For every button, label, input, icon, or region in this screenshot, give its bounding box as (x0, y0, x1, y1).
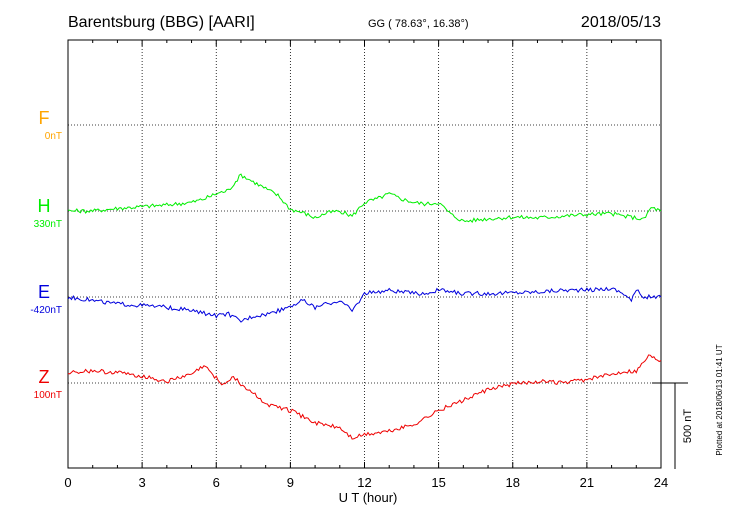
x-axis-label: U T (hour) (339, 490, 398, 505)
channel-label-F: F (39, 108, 50, 128)
series-line-Z (67, 354, 662, 440)
channel-label-H: H (38, 196, 51, 216)
series-line-H (67, 173, 662, 223)
x-tick-label: 15 (431, 475, 445, 490)
x-tick-label: 3 (139, 475, 146, 490)
x-tick-label: 6 (213, 475, 220, 490)
axis-ticks: 0 3 6 9 12 15 18 21 24 (64, 40, 668, 490)
chart-title-station: Barentsburg (BBG) [AARI] (68, 14, 255, 31)
x-tick-label: 0 (64, 475, 71, 490)
x-tick-label: 12 (357, 475, 371, 490)
x-tick-label: 24 (654, 475, 668, 490)
chart-date: 2018/05/13 (581, 14, 661, 31)
x-tick-label: 9 (287, 475, 294, 490)
scale-bar-label: 500 nT (682, 409, 694, 444)
series-line-E (67, 286, 662, 323)
channel-baseline-F: 0nT (45, 131, 62, 142)
x-tick-label: 18 (506, 475, 520, 490)
chart-coords: GG ( 78.63°, 16.38°) (368, 18, 469, 30)
channel-baseline-H: 330nT (34, 219, 62, 230)
channel-label-E: E (38, 282, 50, 302)
channel-labels: F 0nT H 330nT E -420nT Z 100nT (30, 108, 62, 401)
series-lines (67, 173, 662, 440)
channel-label-Z: Z (39, 367, 50, 387)
channel-baseline-E: -420nT (30, 305, 62, 316)
grid-lines (68, 40, 661, 468)
plotted-timestamp: Plotted at 2018/06/13 01:41 UT (715, 344, 724, 455)
scale-bar: 500 nT (652, 382, 694, 469)
x-tick-label: 21 (580, 475, 594, 490)
channel-baseline-Z: 100nT (34, 390, 62, 401)
